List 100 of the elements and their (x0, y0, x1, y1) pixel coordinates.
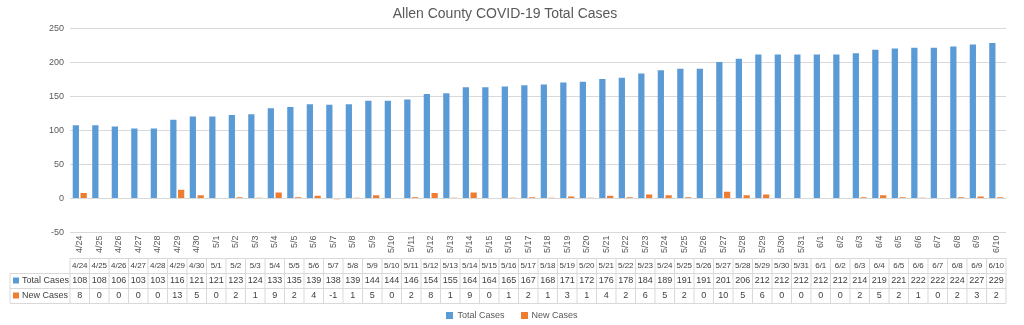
data-label: 189 (657, 274, 673, 285)
legend-label: New Cases (22, 289, 69, 300)
category-label: 6/5 (893, 260, 905, 270)
category-label: 4/28 (149, 260, 166, 270)
bar (275, 192, 282, 199)
x-tick-label: 5/15 (483, 235, 494, 254)
x-tick-label: 5/2 (230, 235, 241, 248)
bar (763, 194, 770, 199)
category-label: 5/31 (793, 260, 810, 270)
category-label: 5/10 (383, 260, 400, 270)
bar (774, 54, 781, 199)
data-label: 0 (701, 289, 707, 300)
data-label: 2 (993, 289, 999, 300)
data-label: 164 (462, 274, 478, 285)
data-label: 212 (832, 274, 848, 285)
data-label: 4 (603, 289, 609, 300)
bar (521, 85, 528, 199)
category-label: 5/4 (269, 260, 281, 270)
x-tick-label: 6/4 (873, 235, 884, 248)
category-label: 5/13 (442, 260, 459, 270)
data-label: 219 (871, 274, 887, 285)
category-label: 5/18 (539, 260, 556, 270)
data-label: 121 (189, 274, 205, 285)
x-tick-label: 5/17 (522, 235, 533, 254)
data-label: 13 (172, 289, 183, 300)
chart-title: Allen County COVID-19 Total Cases (392, 5, 618, 22)
bar (131, 128, 138, 199)
bar (638, 73, 645, 199)
bar (833, 54, 840, 199)
category-label: 5/8 (347, 260, 359, 270)
x-tick-label: 6/1 (815, 235, 826, 248)
data-label: 0 (155, 289, 161, 300)
data-label: 2 (681, 289, 687, 300)
category-label: 6/3 (854, 260, 866, 270)
data-label: 1 (252, 289, 258, 300)
text: New Cases (531, 310, 578, 320)
data-label: 103 (130, 274, 146, 285)
data-label: 212 (754, 274, 770, 285)
data-label: 103 (150, 274, 166, 285)
x-tick-label: 4/25 (93, 235, 104, 254)
data-label: 108 (91, 274, 107, 285)
data-label: 0 (135, 289, 141, 300)
bar (852, 53, 859, 199)
x-tick-label: 6/7 (932, 235, 943, 248)
data-label: 1 (915, 289, 921, 300)
bar (880, 195, 887, 199)
category-label: 5/5 (288, 260, 300, 270)
category-label: 6/9 (971, 260, 983, 270)
category-label: 5/2 (230, 260, 242, 270)
x-tick-label: 5/7 (327, 235, 338, 248)
data-label: 172 (579, 274, 595, 285)
data-label: 164 (481, 274, 497, 285)
data-label: 178 (618, 274, 634, 285)
data-label: 1 (506, 289, 512, 300)
bar (384, 100, 391, 199)
data-label: 3 (564, 289, 570, 300)
data-label: 139 (306, 274, 322, 285)
y-tick-label: 150 (48, 91, 64, 102)
data-label: 108 (72, 274, 88, 285)
bar (443, 93, 450, 199)
data-label: 0 (837, 289, 843, 300)
y-tick-label: -50 (50, 226, 64, 237)
data-label: 0 (116, 289, 122, 300)
category-label: 5/27 (715, 260, 732, 270)
category-label: 4/26 (110, 260, 127, 270)
bar (813, 54, 820, 199)
bar (326, 104, 333, 199)
bar (657, 70, 664, 199)
bar (150, 128, 157, 199)
x-tick-label: 5/16 (503, 235, 514, 254)
category-label: 5/30 (773, 260, 790, 270)
category-label: 6/6 (912, 260, 924, 270)
data-label: 168 (540, 274, 556, 285)
data-label: 1 (545, 289, 551, 300)
data-label: 144 (384, 274, 400, 285)
bar (431, 193, 438, 199)
data-label: 2 (857, 289, 863, 300)
data-label: 5 (876, 289, 882, 300)
category-label: 4/25 (91, 260, 108, 270)
x-tick-label: 4/30 (191, 235, 202, 254)
x-tick-label: 6/3 (854, 235, 865, 248)
category-label: 4/30 (188, 260, 205, 270)
bar (665, 195, 672, 199)
bar (696, 68, 703, 199)
x-tick-label: 6/5 (893, 235, 904, 248)
bar (755, 54, 762, 199)
bar (92, 125, 99, 199)
y-tick-label: 250 (48, 23, 64, 34)
data-label: 144 (364, 274, 380, 285)
category-label: 5/17 (520, 260, 537, 270)
data-label: -1 (329, 289, 338, 300)
x-tick-label: 5/10 (386, 235, 397, 254)
data-label: 212 (774, 274, 790, 285)
x-tick-label: 5/20 (581, 235, 592, 254)
data-label: 229 (988, 274, 1004, 285)
category-label: 5/16 (500, 260, 517, 270)
category-label: 5/20 (578, 260, 595, 270)
x-tick-label: 5/24 (659, 235, 670, 254)
x-tick-label: 5/3 (249, 235, 260, 248)
x-tick-label: 5/5 (288, 235, 299, 248)
